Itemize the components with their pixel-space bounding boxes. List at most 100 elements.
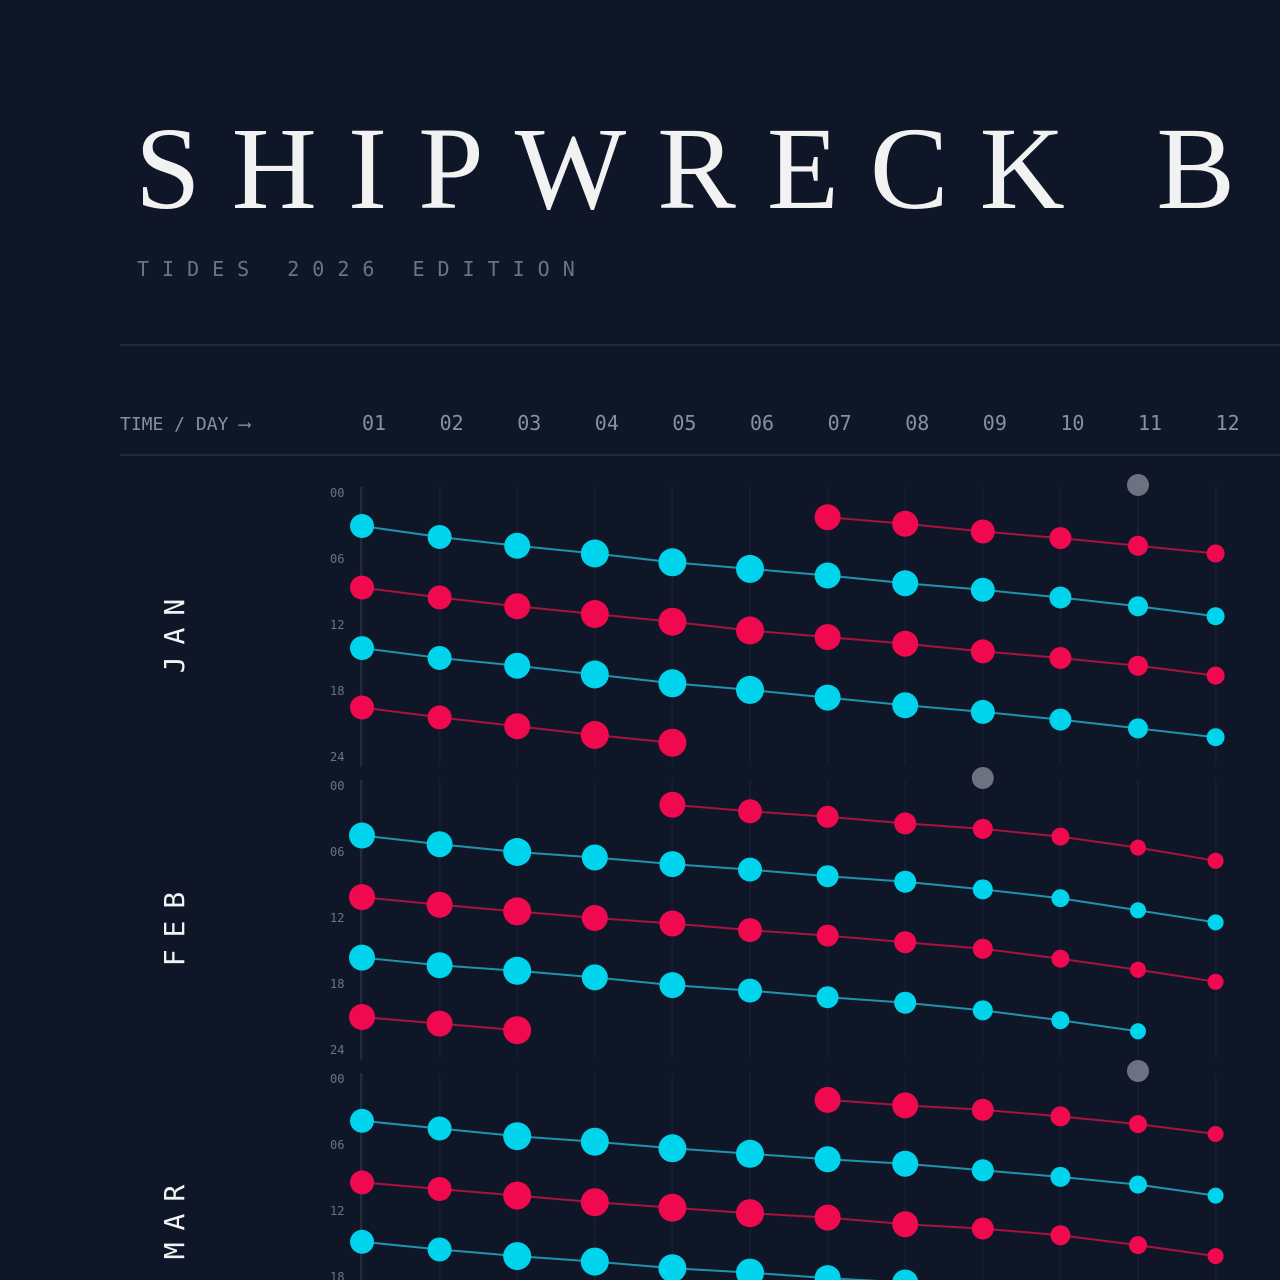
tide-dot xyxy=(892,1269,918,1280)
tide-dot xyxy=(658,607,687,636)
tide-dot xyxy=(1129,1175,1147,1194)
tide-dot xyxy=(892,510,919,537)
y-tick-label: 18 xyxy=(330,977,344,991)
y-tick-label: 12 xyxy=(330,911,344,925)
tide-dot xyxy=(504,593,531,620)
tide-dot xyxy=(1128,718,1148,739)
tide-dot xyxy=(350,514,374,538)
tide-dot xyxy=(1207,1248,1224,1265)
tide-dot xyxy=(427,1237,452,1262)
tide-dot xyxy=(894,931,917,954)
day-label: 05 xyxy=(672,411,696,435)
tide-dot xyxy=(426,952,453,979)
tide-dot xyxy=(814,1265,841,1280)
tide-dot xyxy=(581,844,608,871)
day-label: 02 xyxy=(440,411,464,435)
tide-dot xyxy=(1128,596,1148,617)
tide-dot xyxy=(503,956,532,985)
tide-dot xyxy=(894,812,917,835)
tide-dot xyxy=(736,1139,764,1168)
tide-dot xyxy=(426,891,453,918)
y-tick-label: 06 xyxy=(330,1138,344,1152)
tide-dot xyxy=(1051,949,1070,968)
tide-dot xyxy=(581,905,608,931)
tide-dot xyxy=(349,1004,375,1030)
tide-dot xyxy=(350,575,374,600)
tide-dot xyxy=(972,938,993,959)
tide-dot xyxy=(892,630,919,657)
tide-dot xyxy=(1207,1187,1224,1204)
tide-dot xyxy=(580,1247,609,1276)
tide-dot xyxy=(972,818,993,839)
tide-dot xyxy=(736,675,764,704)
tide-line xyxy=(361,586,1216,677)
axis-label: TIME / DAY ⟶ xyxy=(120,414,251,435)
y-tick-label: 06 xyxy=(330,845,344,859)
moon-marker xyxy=(1127,1060,1149,1082)
moon-marker xyxy=(1127,474,1149,496)
tide-dot xyxy=(504,532,531,559)
tide-dot xyxy=(503,897,532,926)
tide-dot xyxy=(659,851,686,878)
moon-marker xyxy=(971,767,994,789)
tide-dot xyxy=(427,1177,452,1201)
title: SHIPWRECK B xyxy=(135,103,1266,234)
tide-dot xyxy=(814,562,841,589)
tide-dot xyxy=(736,1258,764,1280)
tide-dot xyxy=(1206,544,1225,563)
tide-dot xyxy=(1130,902,1146,919)
tide-dot xyxy=(427,525,452,549)
tide-dot xyxy=(1049,527,1072,550)
day-label: 10 xyxy=(1060,411,1084,435)
tide-dot xyxy=(1207,852,1224,869)
tide-dot xyxy=(503,1016,532,1045)
tide-dot xyxy=(816,865,839,888)
tide-dot xyxy=(1128,535,1148,556)
tide-dot xyxy=(970,639,995,664)
tide-dot xyxy=(658,728,687,757)
tide-dot xyxy=(1050,1225,1071,1246)
tide-dot xyxy=(504,652,531,679)
y-tick-label: 12 xyxy=(330,618,344,632)
tide-dot xyxy=(736,1199,764,1228)
tide-line xyxy=(672,803,1216,862)
tide-dot xyxy=(1128,655,1148,676)
day-label: 08 xyxy=(905,411,929,435)
day-label: 03 xyxy=(517,411,541,435)
tide-dot xyxy=(972,879,993,900)
tide-dot xyxy=(580,660,609,689)
tide-dot xyxy=(1130,839,1146,856)
tide-dot xyxy=(350,695,374,720)
tide-dot xyxy=(658,669,687,698)
tide-dot xyxy=(738,978,762,1003)
y-tick-label: 24 xyxy=(330,750,344,764)
tide-dot xyxy=(1206,728,1225,747)
tide-dot xyxy=(427,1116,452,1141)
day-label: 12 xyxy=(1216,411,1240,435)
tide-dot xyxy=(1050,1106,1071,1127)
tide-dot xyxy=(427,585,452,610)
tide-dot xyxy=(503,838,532,866)
month-label: JAN xyxy=(158,587,191,674)
tide-dot xyxy=(427,705,452,730)
tide-dot xyxy=(736,554,764,583)
y-tick-label: 00 xyxy=(330,486,344,500)
tide-dot xyxy=(1049,647,1072,669)
tide-dot xyxy=(892,1211,919,1238)
tide-dot xyxy=(658,548,687,577)
tide-dot xyxy=(1049,708,1072,731)
y-tick-label: 00 xyxy=(330,1072,344,1086)
tide-dot xyxy=(1206,607,1225,626)
tide-dot xyxy=(814,684,841,711)
tide-dot xyxy=(816,805,839,828)
tide-dot xyxy=(971,1098,994,1121)
tide-dot xyxy=(1207,914,1224,931)
y-tick-label: 18 xyxy=(330,1270,344,1280)
tide-dot xyxy=(894,870,917,893)
tide-dot xyxy=(816,924,839,947)
tide-dot xyxy=(971,1217,994,1240)
tide-dot xyxy=(892,1150,919,1177)
tide-dot xyxy=(1049,586,1072,609)
tide-dot xyxy=(1051,827,1070,846)
y-tick-label: 00 xyxy=(330,779,344,793)
